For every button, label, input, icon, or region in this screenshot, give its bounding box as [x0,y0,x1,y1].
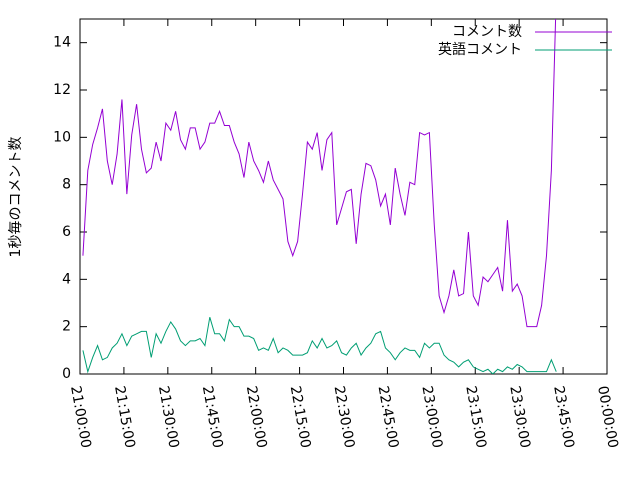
x-tick-label: 23:15:00 [462,385,489,450]
x-tick-label: 00:00:00 [594,385,621,450]
x-tick-label: 23:45:00 [550,385,577,450]
y-tick-label: 0 [62,366,71,382]
x-tick-label: 21:30:00 [155,385,182,450]
y-tick-label: 6 [62,224,71,240]
series-line [82,317,557,374]
y-tick-label: 8 [62,177,71,193]
x-tick-label: 22:45:00 [375,385,402,450]
y-tick-label: 10 [53,129,71,145]
y-tick-label: 4 [62,271,71,287]
plot-lines [82,19,557,374]
y-tick-label: 12 [53,82,71,98]
series-line [82,19,557,328]
x-tick-label: 23:30:00 [506,385,533,450]
x-tick-label: 21:45:00 [199,385,226,450]
plot-frame [79,18,608,375]
legend-label: コメント数 [452,24,522,40]
x-tick-label: 22:00:00 [243,385,270,450]
y-tick-label: 14 [53,35,71,51]
x-tick-label: 22:30:00 [331,385,358,450]
x-tick-label: 23:00:00 [418,385,445,450]
x-tick-label: 22:15:00 [287,385,314,450]
x-tick-label: 21:15:00 [111,385,138,450]
legend-label: 英語コメント [438,41,522,58]
y-axis-label: 1秒毎のコメント数 [8,137,24,258]
y-tick-label: 2 [62,319,71,335]
x-tick-label: 21:00:00 [67,385,94,450]
